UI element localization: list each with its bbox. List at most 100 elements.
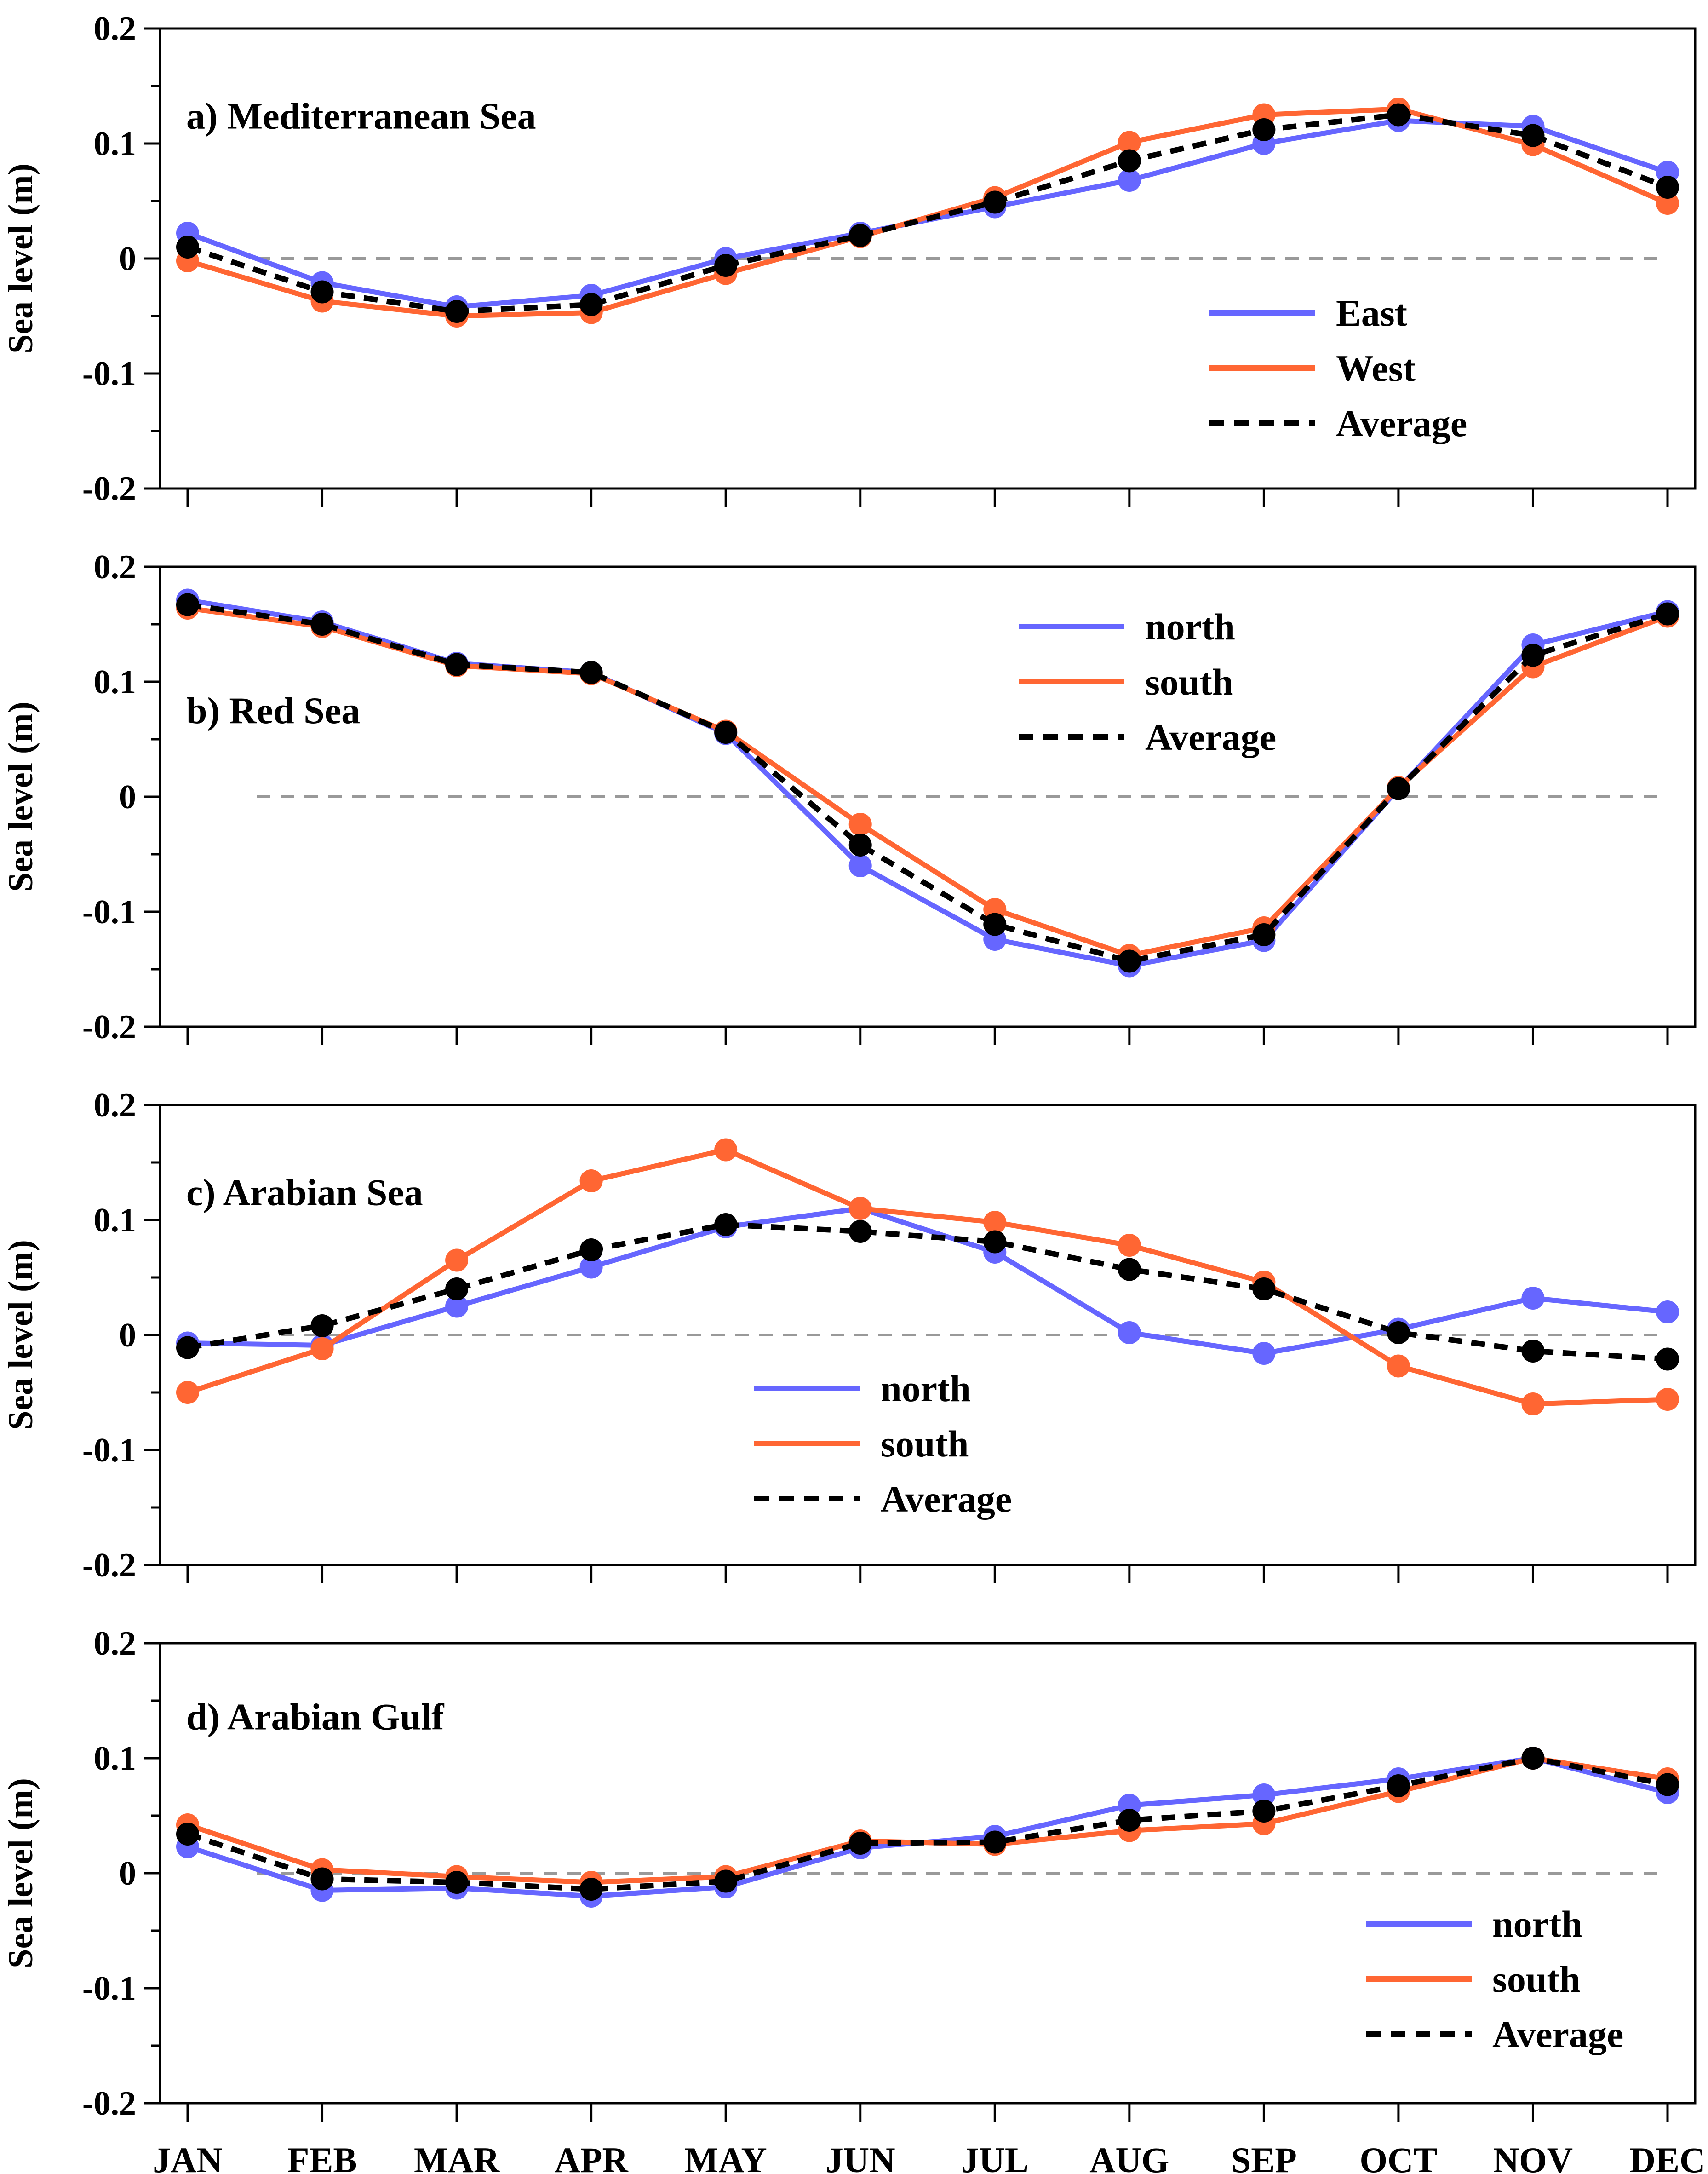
series-south: [176, 597, 1679, 967]
data-point-mar: [445, 1248, 469, 1272]
data-point-jun: [848, 854, 872, 877]
y-axis-label: Sea level (m): [1, 702, 40, 892]
series-north: [176, 1747, 1679, 1908]
data-point-mar: [445, 653, 469, 676]
y-tick-label: 0.2: [94, 548, 137, 586]
x-tick-label-jun: JUN: [825, 2140, 895, 2174]
y-tick-label: -0.2: [82, 1547, 136, 1584]
data-point-dec: [1656, 1773, 1679, 1796]
y-axis-label: Sea level (m): [1, 1240, 40, 1430]
y-tick-label: -0.1: [82, 355, 136, 393]
data-point-jul: [983, 190, 1007, 214]
data-point-nov: [1521, 1747, 1545, 1770]
series-average: [176, 1747, 1679, 1901]
data-point-dec: [1656, 176, 1679, 199]
legend: East West Average: [1209, 292, 1467, 444]
data-point-jun: [848, 834, 872, 857]
y-tick-label: 0: [119, 778, 136, 816]
data-point-apr: [579, 661, 603, 684]
legend-label-east: East: [1336, 292, 1407, 334]
legend: north south Average: [754, 1368, 1012, 1520]
x-tick-label-nov: NOV: [1493, 2140, 1573, 2174]
data-point-sep: [1252, 1342, 1276, 1365]
data-point-feb: [310, 613, 334, 636]
y-tick-label: -0.1: [82, 1432, 136, 1469]
data-point-sep: [1252, 1783, 1276, 1806]
y-tick-label: 0: [119, 1317, 136, 1354]
data-point-nov: [1521, 1392, 1545, 1415]
data-point-apr: [579, 293, 603, 316]
x-tick-label-may: MAY: [685, 2140, 767, 2174]
data-point-aug: [1118, 1321, 1141, 1344]
y-tick-label: 0: [119, 1855, 136, 1892]
data-point-dec: [1656, 602, 1679, 626]
data-point-sep: [1252, 1277, 1276, 1300]
legend-label-north: north: [881, 1368, 971, 1409]
data-point-sep: [1252, 118, 1276, 141]
data-point-oct: [1387, 1321, 1410, 1344]
legend: north south Average: [1019, 606, 1276, 758]
series-average: [176, 1213, 1679, 1371]
data-point-jan: [176, 593, 199, 616]
panel-title: d) Arabian Gulf: [186, 1696, 445, 1738]
x-tick-label-jan: JAN: [153, 2140, 223, 2174]
series-line: [187, 1755, 1668, 1885]
data-point-jun: [848, 224, 872, 247]
data-point-may: [714, 1869, 738, 1893]
data-point-jan: [176, 236, 199, 259]
data-point-mar: [445, 1871, 469, 1894]
y-tick-label: 0.1: [94, 1740, 137, 1777]
data-point-dec: [1656, 192, 1679, 215]
y-tick-label: 0.2: [94, 1087, 137, 1124]
y-tick-label: 0.2: [94, 1625, 137, 1662]
data-point-jan: [176, 1823, 199, 1846]
data-point-nov: [1521, 1287, 1545, 1310]
data-point-oct: [1387, 1774, 1410, 1797]
series-line: [187, 106, 1669, 319]
data-point-apr: [579, 1169, 603, 1192]
x-tick-label-apr: APR: [554, 2140, 629, 2174]
x-tick-label-dec: DEC: [1630, 2140, 1706, 2174]
series-line: [187, 112, 1669, 314]
data-point-oct: [1387, 103, 1410, 127]
data-point-apr: [579, 1238, 603, 1261]
data-point-jul: [983, 1211, 1007, 1234]
legend-label-average: Average: [1336, 403, 1467, 444]
data-point-mar: [445, 1294, 469, 1318]
data-point-sep: [1252, 1800, 1276, 1823]
data-point-may: [714, 721, 738, 744]
series-line: [187, 1755, 1668, 1892]
panel-b-red-sea: 0.2 0.1 0 -0.1 -0.2 Sea level (m) b) Red Sea no…: [1, 548, 1697, 1046]
data-point-may: [714, 254, 738, 277]
y-axis-label: Sea level (m): [1, 1778, 40, 1968]
panel-title: a) Mediterranean Sea: [186, 95, 536, 137]
data-point-dec: [1656, 1300, 1679, 1323]
data-point-jun: [848, 1832, 872, 1855]
x-tick-label-mar: MAR: [414, 2140, 500, 2174]
panel-d-arabian-gulf: 0.2 0.1 0 -0.1 -0.2 JAN FEB MAR APR MAY JUN JUL AUG S…: [1, 1625, 1705, 2174]
legend: north south Average: [1366, 1903, 1623, 2055]
data-point-nov: [1521, 644, 1545, 667]
data-point-mar: [445, 1277, 469, 1300]
y-tick-label: 0.2: [94, 10, 137, 48]
x-tick-label-jul: JUL: [961, 2140, 1029, 2174]
data-point-mar: [445, 300, 469, 323]
data-point-feb: [310, 1337, 334, 1360]
data-point-may: [714, 1213, 738, 1236]
panel-c-arabian-sea: 0.2 0.1 0 -0.1 -0.2 Sea level (m) c) Arabian S…: [1, 1087, 1697, 1584]
panel-a-mediterranean-sea: 0.2 0.1 0 -0.1 -0.2 Sea level (m) a) Mediterra…: [1, 10, 1697, 508]
y-tick-label: -0.2: [82, 2085, 136, 2122]
data-point-apr: [579, 1878, 603, 1901]
data-point-jun: [848, 1197, 872, 1220]
data-point-sep: [1252, 923, 1276, 946]
series-line: [187, 598, 1668, 968]
y-tick-label: 0: [119, 240, 136, 278]
series-line: [187, 1147, 1668, 1407]
data-point-oct: [1387, 1354, 1410, 1378]
series-average: [176, 103, 1679, 323]
data-point-feb: [310, 280, 334, 304]
data-point-jul: [983, 1830, 1007, 1854]
data-point-aug: [1118, 1258, 1141, 1281]
data-point-aug: [1118, 169, 1141, 192]
